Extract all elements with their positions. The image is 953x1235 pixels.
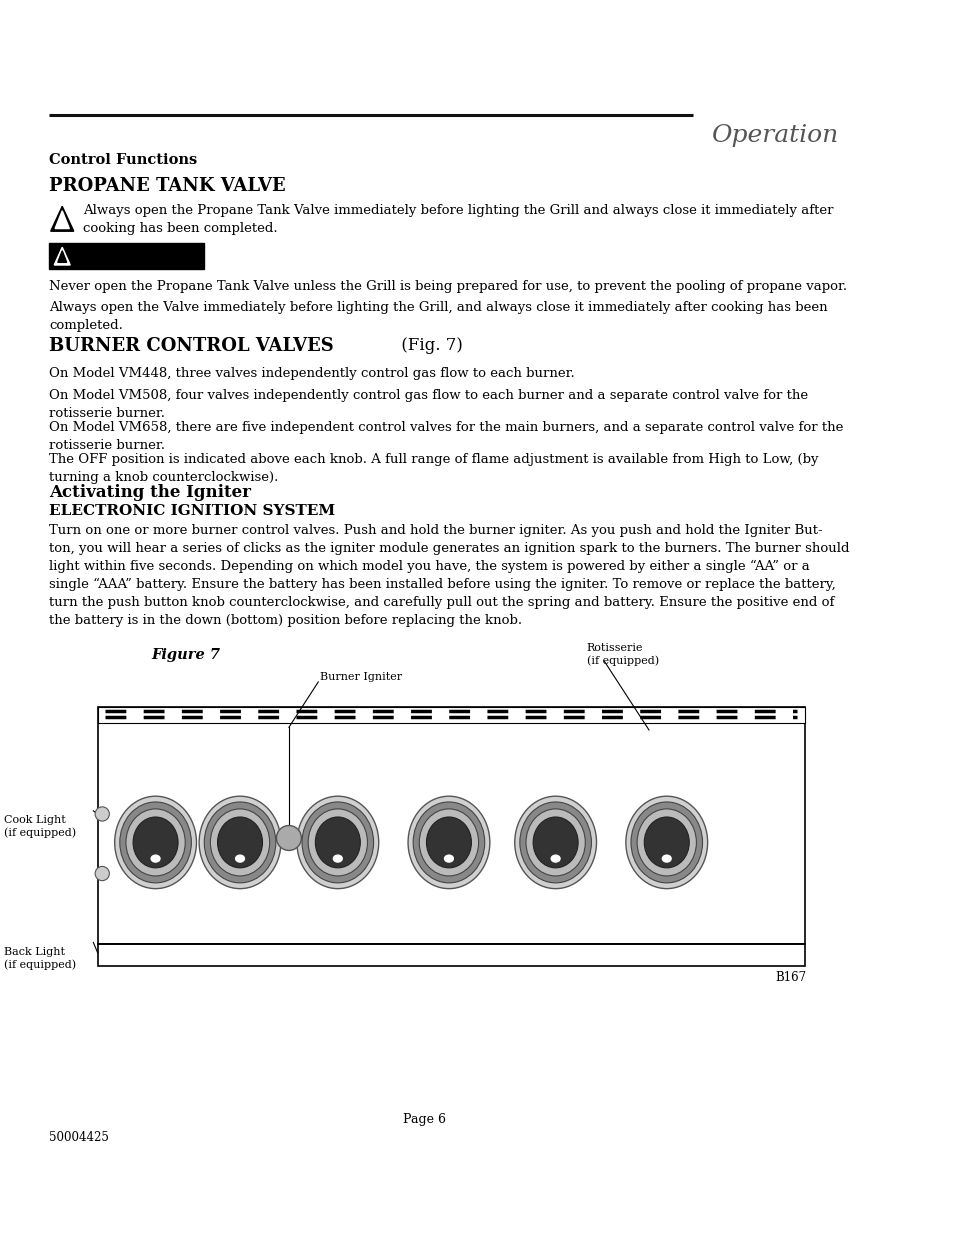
Ellipse shape bbox=[625, 797, 707, 889]
Text: BURNER CONTROL VALVES: BURNER CONTROL VALVES bbox=[49, 337, 334, 354]
Text: Never open the Propane Tank Valve unless the Grill is being prepared for use, to: Never open the Propane Tank Valve unless… bbox=[49, 280, 846, 293]
Ellipse shape bbox=[525, 809, 585, 876]
Ellipse shape bbox=[204, 802, 275, 883]
Text: Back Light
(if equipped): Back Light (if equipped) bbox=[5, 947, 76, 969]
Text: WARNING: WARNING bbox=[77, 249, 160, 264]
Ellipse shape bbox=[413, 802, 484, 883]
Text: 50004425: 50004425 bbox=[49, 1131, 109, 1144]
Ellipse shape bbox=[408, 797, 489, 889]
Text: Page 6: Page 6 bbox=[402, 1113, 445, 1126]
Text: Always open the Valve immediately before lighting the Grill, and always close it: Always open the Valve immediately before… bbox=[49, 301, 826, 332]
Polygon shape bbox=[58, 251, 67, 262]
Ellipse shape bbox=[308, 809, 367, 876]
Ellipse shape bbox=[114, 797, 196, 889]
Text: !: ! bbox=[60, 215, 65, 225]
Ellipse shape bbox=[296, 797, 378, 889]
Ellipse shape bbox=[443, 855, 454, 863]
Text: On Model VM448, three valves independently control gas flow to each burner.: On Model VM448, three valves independent… bbox=[49, 367, 574, 380]
Ellipse shape bbox=[643, 818, 688, 868]
Ellipse shape bbox=[211, 809, 270, 876]
Text: Always open the Propane Tank Valve immediately before lighting the Grill and alw: Always open the Propane Tank Valve immed… bbox=[83, 204, 832, 235]
Ellipse shape bbox=[661, 855, 671, 863]
Ellipse shape bbox=[637, 809, 696, 876]
Polygon shape bbox=[55, 211, 70, 228]
Text: ELECTRONIC IGNITION SYSTEM: ELECTRONIC IGNITION SYSTEM bbox=[49, 504, 335, 519]
Circle shape bbox=[276, 825, 301, 851]
Ellipse shape bbox=[333, 855, 342, 863]
Ellipse shape bbox=[550, 855, 560, 863]
Circle shape bbox=[95, 867, 110, 881]
Ellipse shape bbox=[120, 802, 192, 883]
Ellipse shape bbox=[515, 797, 596, 889]
Text: Turn on one or more burner control valves. Push and hold the burner igniter. As : Turn on one or more burner control valve… bbox=[49, 524, 848, 627]
FancyBboxPatch shape bbox=[98, 706, 803, 945]
Text: Operation: Operation bbox=[711, 124, 838, 147]
Ellipse shape bbox=[533, 818, 578, 868]
Polygon shape bbox=[51, 206, 73, 231]
Text: Cook Light
(if equipped): Cook Light (if equipped) bbox=[5, 815, 76, 839]
Ellipse shape bbox=[519, 802, 591, 883]
Ellipse shape bbox=[217, 818, 262, 868]
Ellipse shape bbox=[126, 809, 185, 876]
Text: Control Functions: Control Functions bbox=[49, 153, 197, 167]
Polygon shape bbox=[54, 247, 71, 266]
Circle shape bbox=[95, 806, 110, 821]
FancyBboxPatch shape bbox=[98, 945, 803, 967]
Ellipse shape bbox=[419, 809, 478, 876]
Text: Activating the Igniter: Activating the Igniter bbox=[49, 484, 251, 500]
Text: B167: B167 bbox=[775, 971, 805, 984]
Ellipse shape bbox=[315, 818, 360, 868]
Text: Burner Igniter: Burner Igniter bbox=[319, 672, 402, 682]
Ellipse shape bbox=[199, 797, 280, 889]
Ellipse shape bbox=[234, 855, 245, 863]
Ellipse shape bbox=[133, 818, 178, 868]
Text: The OFF position is indicated above each knob. A full range of flame adjustment : The OFF position is indicated above each… bbox=[49, 452, 818, 484]
Ellipse shape bbox=[302, 802, 374, 883]
Text: On Model VM508, four valves independently control gas flow to each burner and a : On Model VM508, four valves independentl… bbox=[49, 389, 807, 420]
FancyBboxPatch shape bbox=[49, 243, 204, 269]
Text: (Fig. 7): (Fig. 7) bbox=[395, 337, 462, 354]
Text: PROPANE TANK VALVE: PROPANE TANK VALVE bbox=[49, 177, 285, 195]
Text: On Model VM658, there are five independent control valves for the main burners, : On Model VM658, there are five independe… bbox=[49, 421, 842, 452]
FancyBboxPatch shape bbox=[98, 706, 803, 722]
Ellipse shape bbox=[151, 855, 160, 863]
Ellipse shape bbox=[630, 802, 701, 883]
Ellipse shape bbox=[426, 818, 471, 868]
Text: Rotisserie
(if equipped): Rotisserie (if equipped) bbox=[586, 643, 659, 666]
Text: Figure 7: Figure 7 bbox=[151, 648, 220, 662]
